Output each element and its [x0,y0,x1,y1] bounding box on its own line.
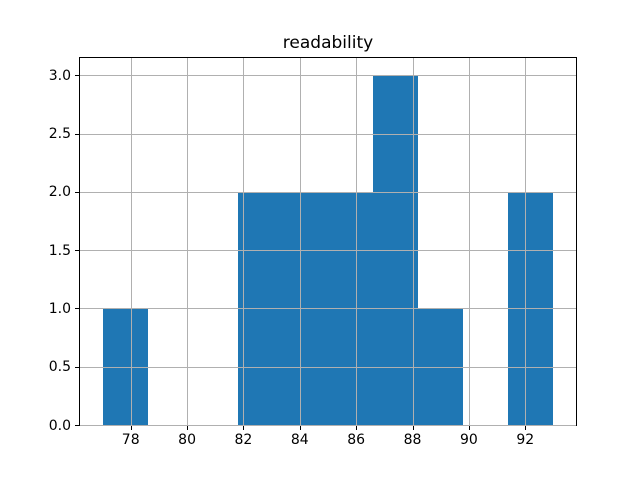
x-tick-label: 92 [516,432,535,448]
x-tick-label: 78 [121,432,140,448]
x-tick-mark [187,426,189,430]
chart-title: readability [282,33,374,53]
plot-area: 78 80 82 84 86 88 90 92 0.0 0.5 1.0 1.5 2.0 2.5 3.0 [49,57,577,448]
grid-line-horizontal [80,366,576,368]
x-tick-label: 80 [178,432,196,448]
y-tick-mark [75,191,79,193]
y-tick-label: 2.5 [48,126,71,143]
y-tick-label: 1.0 [48,300,71,317]
grid-line-vertical [187,58,189,425]
grid-line-vertical [412,58,414,425]
y-tick-label: 0.0 [48,417,71,434]
grid-line-vertical [525,58,527,425]
y-tick-mark [75,425,79,426]
grid-line-vertical [130,58,132,425]
x-tick-mark [525,426,527,430]
grid-line-vertical [243,58,245,425]
x-tick-mark [468,426,470,430]
x-tick-label: 90 [459,432,478,448]
x-tick-mark [130,426,132,430]
x-tick-mark [356,426,358,430]
x-tick-label: 84 [290,432,309,448]
grid-line-horizontal [80,191,576,193]
y-tick-mark [75,308,79,310]
x-tick-mark [299,426,301,430]
y-tick-label: 3.0 [48,67,71,84]
grid-line-vertical [468,58,470,425]
grid-line-horizontal [80,133,576,135]
grid-line-horizontal [80,75,576,77]
x-tick-label: 88 [403,432,422,448]
y-tick-label: 2.0 [48,184,71,201]
grid-line-vertical [356,58,358,425]
y-tick-mark [75,75,79,77]
y-tick-mark [75,366,79,368]
x-tick-mark [243,426,245,430]
grid-line-horizontal [80,425,576,426]
y-tick-mark [75,133,79,135]
y-tick-label: 1.5 [48,242,71,259]
grid-line-vertical [299,58,301,425]
grid-line-horizontal [80,250,576,252]
y-tick-label: 0.5 [48,359,71,376]
grid-line-horizontal [80,308,576,310]
x-tick-label: 82 [234,432,253,448]
x-tick-label: 86 [347,432,366,448]
y-tick-mark [75,250,79,252]
x-tick-mark [412,426,414,430]
